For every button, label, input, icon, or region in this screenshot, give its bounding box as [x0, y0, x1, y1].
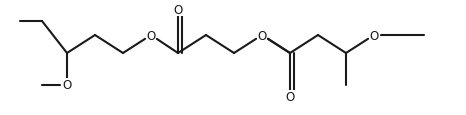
Text: O: O: [285, 91, 295, 104]
Text: O: O: [173, 3, 183, 16]
Text: O: O: [146, 29, 156, 42]
Text: O: O: [370, 29, 378, 42]
Text: O: O: [62, 79, 72, 92]
Text: O: O: [257, 29, 267, 42]
